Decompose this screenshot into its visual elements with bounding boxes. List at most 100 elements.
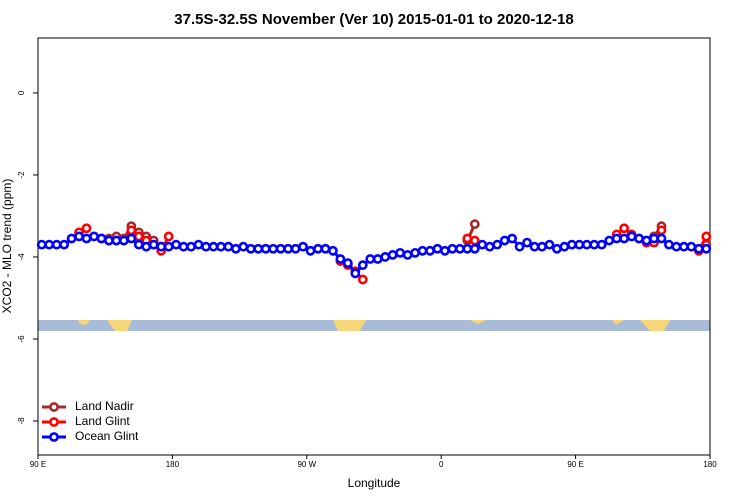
point — [133, 239, 144, 250]
point — [81, 223, 92, 234]
point — [701, 243, 712, 254]
point — [290, 243, 301, 254]
point — [507, 233, 518, 244]
point — [387, 250, 398, 260]
chart-title: 37.5S-32.5S November (Ver 10) 2015-01-01… — [174, 11, 573, 28]
point — [89, 231, 99, 242]
x-tick-label: 180 — [166, 460, 180, 469]
point — [156, 241, 167, 252]
point — [350, 268, 361, 279]
point — [133, 231, 144, 242]
point — [462, 233, 473, 244]
point — [335, 254, 346, 264]
point — [537, 241, 547, 252]
point — [51, 239, 62, 250]
point — [417, 245, 428, 256]
point — [171, 239, 182, 250]
point — [529, 241, 540, 252]
point — [298, 241, 308, 252]
point — [238, 241, 249, 252]
point — [230, 243, 241, 254]
point — [469, 243, 480, 254]
point — [223, 241, 234, 252]
point — [656, 233, 667, 244]
point — [581, 239, 592, 250]
point — [118, 235, 129, 246]
point — [492, 239, 503, 250]
point — [96, 233, 107, 244]
point — [216, 241, 226, 252]
point — [656, 225, 667, 236]
point — [111, 235, 122, 246]
legend-marker — [49, 417, 59, 427]
point — [477, 239, 488, 250]
point — [342, 258, 353, 269]
point — [357, 274, 368, 285]
y-tick-label: 0 — [17, 90, 26, 95]
point — [74, 231, 84, 242]
point — [193, 239, 204, 250]
point — [395, 247, 406, 258]
point — [432, 243, 443, 254]
point — [81, 233, 92, 244]
point — [402, 250, 413, 260]
point — [440, 245, 450, 256]
point — [678, 241, 689, 252]
map-strip — [38, 320, 710, 331]
point — [559, 241, 570, 252]
point — [357, 260, 368, 271]
legend-label: Ocean Glint — [75, 429, 139, 443]
point — [148, 239, 159, 250]
point — [619, 223, 630, 234]
y-axis-label: XCO2 - MLO trend (ppm) — [0, 179, 14, 314]
point — [186, 241, 196, 252]
point — [260, 243, 271, 254]
point — [634, 233, 644, 244]
legend-marker — [49, 432, 59, 442]
point — [522, 237, 532, 248]
point — [201, 241, 211, 252]
y-tick-label: -2 — [17, 171, 26, 179]
point — [671, 241, 682, 252]
legend-label: Land Nadir — [75, 399, 134, 413]
point — [253, 243, 264, 254]
y-tick-label: -4 — [17, 253, 26, 261]
point — [484, 241, 495, 252]
legend-marker — [49, 402, 59, 412]
point — [126, 233, 137, 244]
point — [469, 235, 480, 246]
point — [275, 243, 286, 254]
point — [447, 243, 458, 254]
y-tick-label: -6 — [17, 335, 26, 343]
point — [574, 239, 585, 250]
point — [425, 245, 435, 256]
point — [178, 241, 189, 252]
point — [328, 245, 338, 256]
point — [313, 243, 323, 254]
x-tick-label: 180 — [703, 460, 717, 469]
point — [686, 241, 697, 252]
point — [544, 239, 555, 250]
x-tick-label: 90 E — [567, 460, 583, 469]
point — [305, 245, 316, 256]
point — [66, 233, 77, 244]
point — [163, 241, 174, 252]
point — [701, 231, 712, 242]
y-tick-label: -8 — [17, 417, 26, 425]
point — [664, 239, 674, 250]
point — [59, 239, 70, 250]
point — [245, 243, 256, 254]
point — [649, 233, 659, 244]
point — [268, 243, 279, 254]
point — [619, 233, 630, 244]
point — [641, 235, 652, 246]
point — [552, 243, 562, 254]
x-tick-label: 90 W — [297, 460, 316, 469]
point — [44, 239, 55, 250]
point — [589, 239, 600, 250]
point — [514, 241, 525, 252]
point — [208, 241, 219, 252]
point — [104, 235, 114, 246]
point — [611, 233, 622, 244]
